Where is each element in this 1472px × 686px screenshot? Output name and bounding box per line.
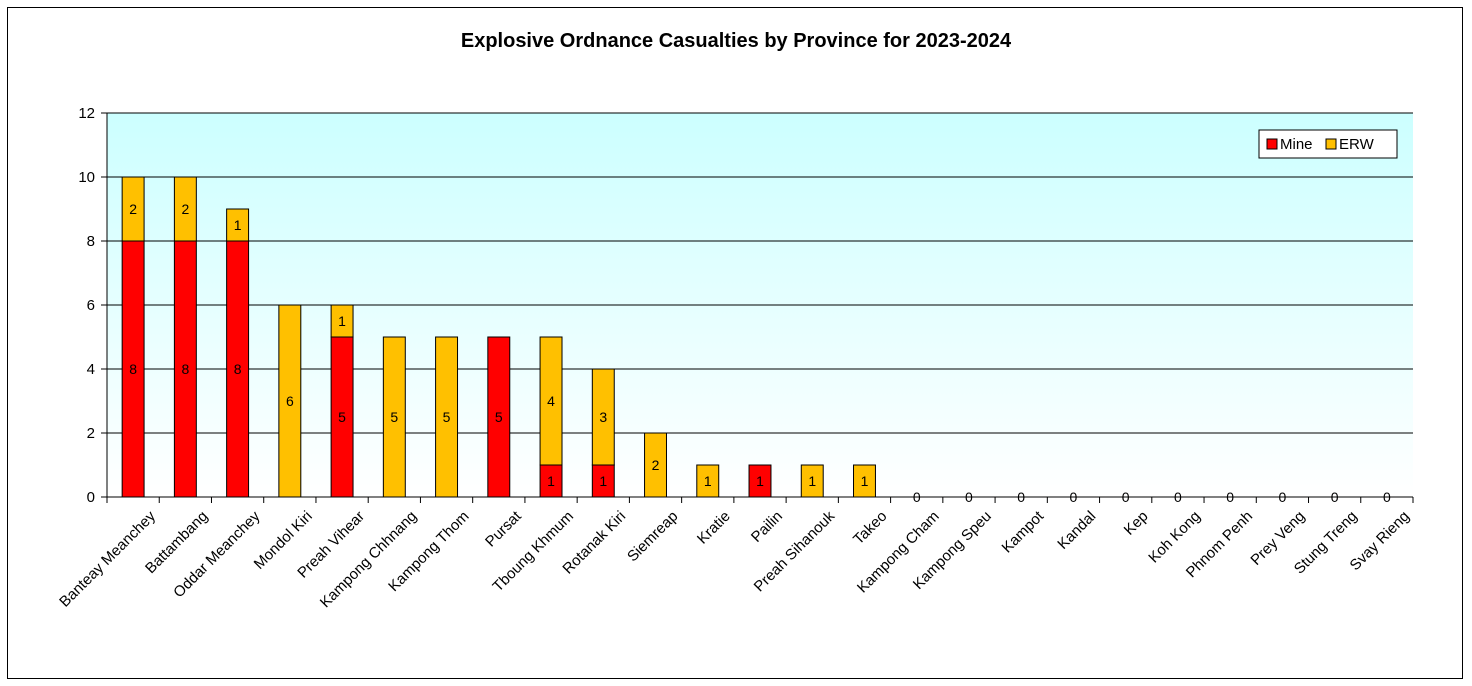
category-label: Siemreap [624,508,681,565]
data-label: 5 [495,409,503,425]
chart-title: Explosive Ordnance Casualties by Provinc… [460,30,1012,52]
data-label: 5 [338,409,346,425]
category-label: Banteay Meanchey [56,507,159,610]
legend-label-erw: ERW [1339,136,1375,153]
data-label: 2 [129,201,137,217]
data-label: 1 [599,473,607,489]
bar-erw [121,176,145,242]
data-label: 1 [808,473,816,489]
data-label: 1 [338,313,346,329]
data-label: 8 [181,361,189,377]
data-label: 2 [181,201,189,217]
legend-swatch-mine [1266,138,1278,150]
y-tick-label: 10 [78,169,95,186]
bar-erw [226,208,250,242]
data-label: 8 [129,361,137,377]
category-label: Kep [1121,508,1152,539]
data-label: 5 [390,409,398,425]
category-label: Kampong Chhnang [317,508,420,611]
data-label: 2 [652,457,660,473]
data-label: 1 [756,473,764,489]
category-label: Kampot [999,507,1048,556]
legend-swatch-erw [1325,138,1337,150]
gridlines [107,112,1413,434]
y-tick-label: 0 [87,489,95,506]
data-label: 1 [234,217,242,233]
category-label: Takeo [850,508,890,548]
category-label: Pailin [748,508,786,546]
data-label: 1 [704,473,712,489]
data-label: 4 [547,393,555,409]
y-tick-label: 2 [87,425,95,442]
data-label: 8 [234,361,242,377]
y-tick-label: 4 [87,361,95,378]
legend: Mine ERW [1258,129,1398,159]
legend-label-mine: Mine [1280,136,1313,153]
category-label: Kratie [694,508,734,548]
category-label: Kandal [1054,508,1099,553]
bar-erw [173,176,197,242]
y-tick-label: 6 [87,297,95,314]
bar-erw [330,304,354,338]
data-label: 5 [443,409,451,425]
data-label: 3 [599,409,607,425]
data-label: 1 [861,473,869,489]
bar-erw [591,368,615,466]
y-tick-label: 12 [78,105,95,122]
data-label: 1 [547,473,555,489]
bar-erw [539,336,563,466]
y-tick-label: 8 [87,233,95,250]
data-label: 6 [286,393,294,409]
category-label: Pursat [482,507,525,550]
